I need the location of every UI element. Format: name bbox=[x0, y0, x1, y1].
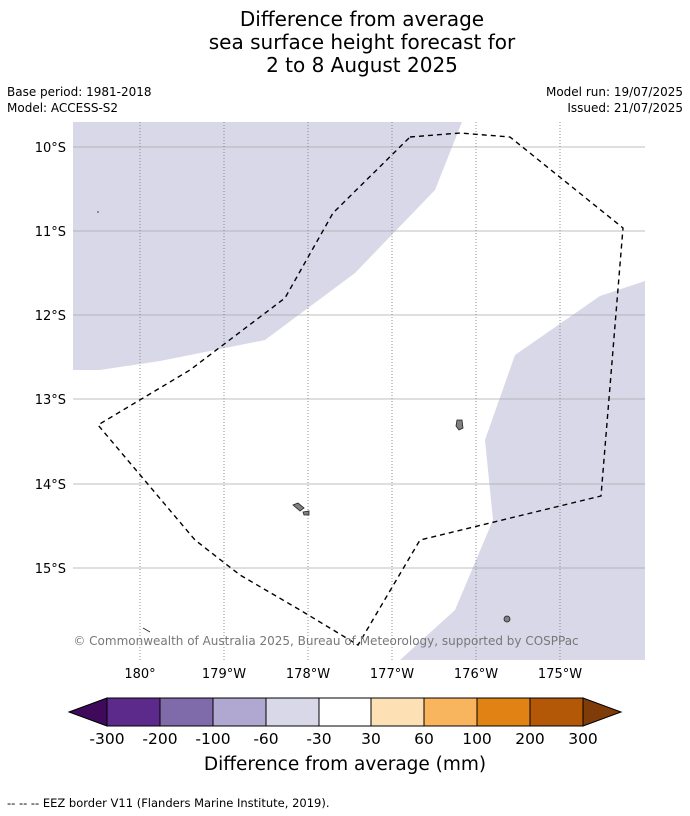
colorbar-swatch-4 bbox=[265, 697, 320, 727]
lon-label-177w: 177°W bbox=[370, 667, 414, 682]
colorbar-tick-m100: -100 bbox=[195, 730, 230, 748]
colorbar-extend-left bbox=[67, 697, 108, 727]
island-futuna bbox=[292, 502, 305, 512]
lat-label-15s: 15°S bbox=[35, 562, 66, 577]
colorbar-label: Difference from average (mm) bbox=[204, 754, 486, 775]
lon-label-180: 180° bbox=[124, 667, 155, 682]
colorbar-tick-p300: 300 bbox=[568, 730, 598, 748]
colorbar-tick-p200: 200 bbox=[515, 730, 545, 748]
lon-label-179w: 179°W bbox=[202, 667, 246, 682]
anomaly-region-southeast bbox=[400, 281, 645, 660]
model-name: Model: ACCESS-S2 bbox=[7, 101, 119, 115]
colorbar-tick-m30: -30 bbox=[306, 730, 331, 748]
lat-axis-labels: 10°S 11°S 12°S 13°S 14°S 15°S bbox=[35, 141, 66, 577]
map-credit: © Commonwealth of Australia 2025, Bureau… bbox=[73, 634, 578, 648]
colorbar-tick-labels: -300 -200 -100 -60 -30 30 60 100 200 300 bbox=[89, 730, 597, 748]
colorbar-swatch-8 bbox=[476, 697, 531, 727]
lon-label-176w: 176°W bbox=[454, 667, 498, 682]
anomaly-region-northwest bbox=[73, 122, 462, 370]
map-panel: © Commonwealth of Australia 2025, Bureau… bbox=[73, 122, 645, 660]
colorbar-tick-m60: -60 bbox=[253, 730, 278, 748]
colorbar-tick-m300: -300 bbox=[89, 730, 124, 748]
lat-label-11s: 11°S bbox=[35, 225, 66, 240]
lat-label-14s: 14°S bbox=[35, 478, 66, 493]
issued-date: Issued: 21/07/2025 bbox=[567, 101, 683, 115]
title-line-1: Difference from average bbox=[239, 7, 485, 31]
lon-label-178w: 178°W bbox=[286, 667, 330, 682]
islet-northwest bbox=[97, 211, 99, 213]
lon-label-175w: 175°W bbox=[538, 667, 582, 682]
lon-axis-labels: 180° 179°W 178°W 177°W 176°W 175°W bbox=[124, 667, 582, 682]
island-alofi bbox=[302, 510, 310, 516]
lat-label-12s: 12°S bbox=[35, 309, 66, 324]
colorbar-swatch-6 bbox=[370, 697, 425, 727]
island-southeast bbox=[503, 615, 511, 623]
colorbar: -300 -200 -100 -60 -30 30 60 100 200 300… bbox=[67, 697, 623, 775]
island-southwest-fragment bbox=[142, 627, 151, 633]
colorbar-swatch-9 bbox=[529, 697, 584, 727]
colorbar-swatch-5 bbox=[318, 697, 372, 727]
colorbar-swatch-1 bbox=[106, 697, 161, 727]
colorbar-swatch-3 bbox=[212, 697, 267, 727]
lat-label-13s: 13°S bbox=[35, 393, 66, 408]
colorbar-swatch-7 bbox=[423, 697, 478, 727]
colorbar-tick-m200: -200 bbox=[142, 730, 177, 748]
lat-gridlines bbox=[73, 146, 645, 569]
island-wallis bbox=[455, 419, 464, 431]
colorbar-tick-p30: 30 bbox=[361, 730, 381, 748]
base-period: Base period: 1981-2018 bbox=[7, 85, 152, 99]
model-run: Model run: 19/07/2025 bbox=[545, 85, 683, 99]
title-line-2: sea surface height forecast for bbox=[208, 30, 516, 54]
colorbar-swatch-2 bbox=[159, 697, 214, 727]
title-line-3: 2 to 8 August 2025 bbox=[266, 53, 458, 77]
colorbar-tick-p100: 100 bbox=[462, 730, 492, 748]
map-title: Difference from average sea surface heig… bbox=[0, 8, 690, 77]
eez-border bbox=[96, 132, 624, 646]
land-masses bbox=[97, 211, 511, 633]
lat-label-10s: 10°S bbox=[35, 141, 66, 156]
colorbar-extend-right bbox=[582, 697, 623, 727]
eez-legend-note: -- -- -- EEZ border V11 (Flanders Marine… bbox=[7, 796, 330, 810]
meta-right: Model run: 19/07/2025 Issued: 21/07/2025 bbox=[546, 84, 683, 116]
colorbar-tick-p60: 60 bbox=[414, 730, 434, 748]
meta-left: Base period: 1981-2018 Model: ACCESS-S2 bbox=[7, 84, 152, 116]
